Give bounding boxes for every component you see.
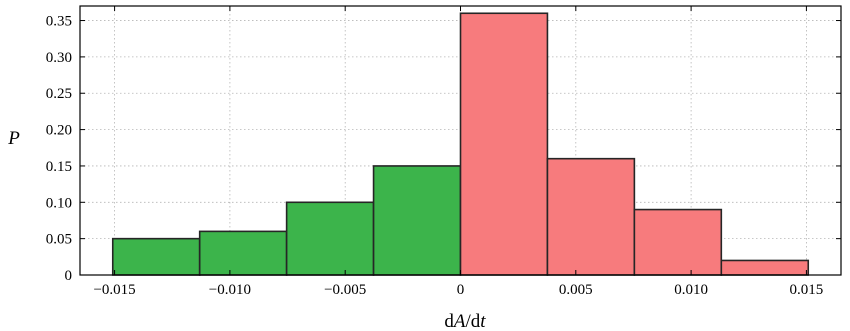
x-tick-label: 0.010 bbox=[674, 282, 708, 298]
x-axis-label: dA/dt bbox=[444, 311, 486, 331]
ticks bbox=[80, 6, 841, 276]
histogram-bar bbox=[720, 259, 810, 276]
y-tick-label: 0.30 bbox=[46, 50, 72, 66]
bars bbox=[111, 12, 810, 276]
y-tick-label: 0.35 bbox=[46, 14, 72, 30]
y-tick-label: 0.05 bbox=[46, 232, 72, 248]
histogram-bar bbox=[372, 165, 462, 276]
y-axis-label: P bbox=[7, 128, 20, 149]
x-tick-label: 0.005 bbox=[559, 282, 593, 298]
histogram-bar bbox=[459, 12, 549, 276]
x-axis-label-part: d bbox=[444, 311, 454, 331]
y-tick-label: 0.15 bbox=[46, 159, 72, 175]
x-tick-label: 0 bbox=[457, 282, 465, 298]
y-tick-label: 0.25 bbox=[46, 86, 72, 102]
histogram-bar bbox=[285, 201, 375, 276]
y-tick-label: 0 bbox=[65, 268, 73, 284]
x-tick-label: −0.010 bbox=[209, 282, 251, 298]
x-axis-label-part: t bbox=[480, 311, 486, 331]
y-tick-label: 0.20 bbox=[46, 123, 72, 139]
histogram-bar bbox=[546, 157, 636, 276]
histogram-bar bbox=[198, 230, 288, 276]
histogram-bar bbox=[633, 208, 723, 276]
histogram-bar bbox=[111, 237, 201, 276]
y-tick-labels: 0 0.05 0.10 0.15 0.20 0.25 0.30 0.35 bbox=[46, 14, 72, 284]
x-tick-labels: −0.015 −0.010 −0.005 0 0.005 0.010 0.015 bbox=[93, 282, 823, 298]
x-tick-label: −0.015 bbox=[93, 282, 135, 298]
x-tick-label: 0.015 bbox=[790, 282, 824, 298]
x-axis-label-part: A bbox=[452, 311, 466, 331]
y-tick-label: 0.10 bbox=[46, 195, 72, 211]
x-tick-label: −0.005 bbox=[324, 282, 366, 298]
x-axis-label-part: /d bbox=[466, 311, 481, 331]
